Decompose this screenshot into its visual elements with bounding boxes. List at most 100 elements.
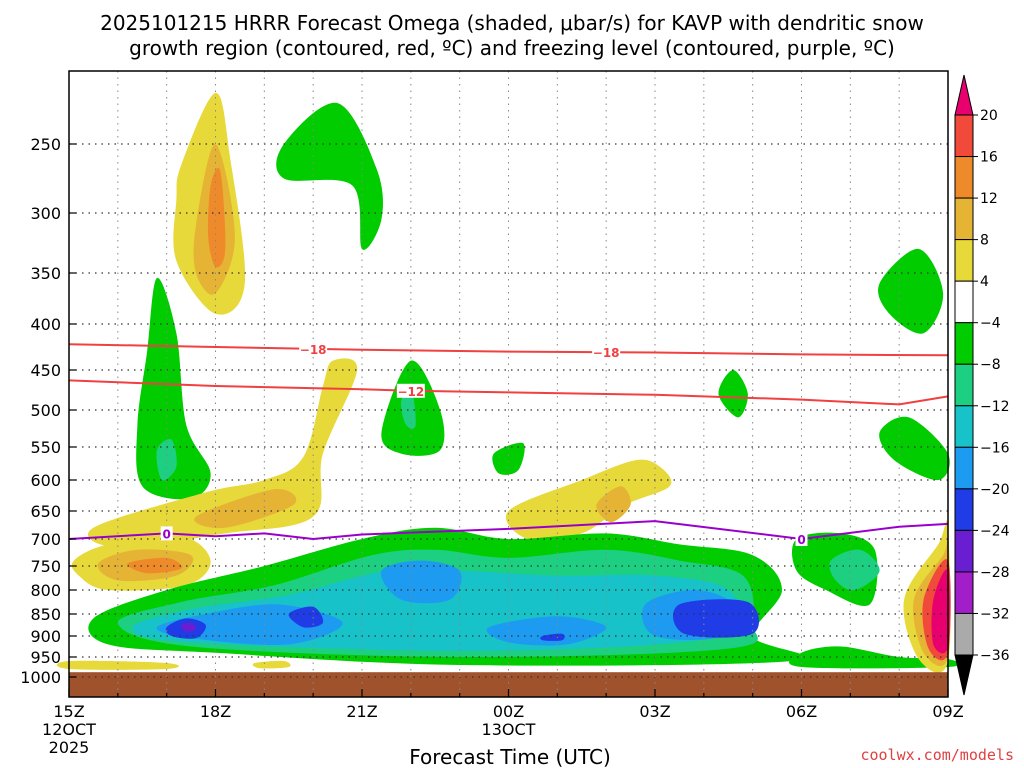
colorbar-tick-label: 16 xyxy=(980,150,998,166)
y-tick-label-700: 700 xyxy=(30,530,61,549)
colorbar-tick-label: −32 xyxy=(980,606,1010,622)
x-tick-label-21Z: 21Z xyxy=(346,702,377,721)
x-tick-label-18Z: 18Z xyxy=(200,702,231,721)
contour-freezing-level-0 xyxy=(68,520,949,541)
omega-region-right-green-upper xyxy=(878,248,944,334)
contour-label-dgz-minus18: −18 xyxy=(300,343,327,357)
omega-region-small-green-right xyxy=(718,370,748,418)
omega-region-lower-blue-mid xyxy=(288,606,324,628)
colorbar-tick-label: −28 xyxy=(980,565,1010,581)
colorbar-segment-3 xyxy=(954,197,974,241)
colorbar-segment-13 xyxy=(954,612,974,656)
colorbar-tick-label: 12 xyxy=(980,191,998,207)
omega-region-upper-green-blob xyxy=(276,102,384,250)
omega-region-right-lowlevel-green xyxy=(789,646,961,669)
colorbar-tick-label: −36 xyxy=(980,648,1010,664)
x-date-label: 13OCT xyxy=(482,720,536,739)
omega-region-right-teal-spot xyxy=(829,549,880,591)
contour-label-dgz-minus18: −18 xyxy=(593,346,620,360)
colorbar-tick-label: −24 xyxy=(980,523,1010,539)
omega-region-lower-purple-core xyxy=(181,622,197,632)
y-tick-label-350: 350 xyxy=(30,264,61,283)
contour-label-bg-dgz-minus12 xyxy=(396,383,425,398)
colorbar-segment-11 xyxy=(954,529,974,573)
y-tick-label-850: 850 xyxy=(30,605,61,624)
y-tick-label-950: 950 xyxy=(30,648,61,667)
colorbar-segment-10 xyxy=(954,488,974,531)
contour-label-bg-freezing-level-0 xyxy=(160,526,173,541)
contour-dgz-minus18 xyxy=(68,343,949,357)
colorbar-tick-label: 8 xyxy=(980,233,989,249)
y-tick-label-450: 450 xyxy=(30,361,61,380)
temperature-contours: −18 −18 −12 0 0 xyxy=(68,341,949,547)
y-tick-label-1000: 1000 xyxy=(20,668,61,687)
x-tick-label-03Z: 03Z xyxy=(639,702,670,721)
y-tick-label-500: 500 xyxy=(30,401,61,420)
x-tick-label-09Z: 09Z xyxy=(932,702,963,721)
y-tick-label-400: 400 xyxy=(30,315,61,334)
colorbar-segment-4 xyxy=(954,239,974,282)
x-tick-label-15Z: 15Z xyxy=(53,702,84,721)
colorbar-segment-9 xyxy=(954,446,974,490)
omega-region-lower-blue-tiny xyxy=(540,633,565,641)
contour-label-freezing-level-0: 0 xyxy=(162,527,170,541)
x-axis-label: Forecast Time (UTC) xyxy=(409,745,611,768)
site-credit: coolwx.com/models xyxy=(860,746,1014,764)
y-tick-label-300: 300 xyxy=(30,204,61,223)
contour-dgz-minus12 xyxy=(68,379,949,406)
x-date-label: 12OCT xyxy=(42,720,96,739)
contour-label-bg-dgz-minus18 xyxy=(592,345,621,360)
y-axis-pressure: 250 300 350 400 450 500 550 600 650 700 750 800 850 9… xyxy=(20,135,76,687)
omega-region-surface-yellow-spot xyxy=(252,660,291,669)
omega-region-lower-lightblue-center xyxy=(380,560,462,604)
y-tick-label-550: 550 xyxy=(30,438,61,457)
y-tick-label-250: 250 xyxy=(30,135,61,154)
omega-colorbar: 20 16 12 8 4 −4 −8 −12 −16 −20 −24 −28 −32 −36 xyxy=(954,74,1010,696)
contour-label-bg-dgz-minus18 xyxy=(299,341,328,356)
omega-region-mid-orange-patch xyxy=(194,489,297,529)
y-tick-label-750: 750 xyxy=(30,557,61,576)
chart-title-line1: 2025101215 HRRR Forecast Omega (shaded, … xyxy=(100,11,924,35)
omega-region-surface-yellow-strip xyxy=(56,660,179,670)
colorbar-tick-label: 4 xyxy=(980,274,989,290)
colorbar-bottom-arrow xyxy=(954,654,974,696)
colorbar-tick-label: −20 xyxy=(980,482,1010,498)
plot-area: −18 −18 −12 0 0 xyxy=(56,70,961,698)
y-tick-label-900: 900 xyxy=(30,627,61,646)
colorbar-segment-2 xyxy=(954,156,974,199)
chart-title-line2: growth region (contoured, red, ºC) and f… xyxy=(129,36,895,60)
omega-region-right-magenta-core xyxy=(931,569,950,654)
omega-region-mid-teal-spot xyxy=(156,438,177,481)
colorbar-segment-8 xyxy=(954,405,974,448)
colorbar-tick-label: 20 xyxy=(980,108,998,124)
x-date-label: 2025 xyxy=(49,738,90,757)
y-tick-label-800: 800 xyxy=(30,581,61,600)
colorbar-tick-label: −4 xyxy=(980,316,1001,332)
omega-region-center-orange-patch xyxy=(596,486,631,523)
contour-label-bg-freezing-level-0 xyxy=(795,532,808,546)
contour-label-dgz-minus12: −12 xyxy=(397,385,424,399)
colorbar-segment-5 xyxy=(954,280,974,324)
colorbar-segment-6 xyxy=(954,322,974,365)
colorbar-top-arrow xyxy=(954,74,974,116)
x-tick-label-06Z: 06Z xyxy=(786,702,817,721)
colorbar-segment-12 xyxy=(954,571,974,614)
colorbar-tick-label: −8 xyxy=(980,357,1001,373)
omega-region-mid-green-column xyxy=(136,277,211,500)
omega-region-center-yellow-area xyxy=(505,459,672,541)
omega-region-lower-lightblue-right xyxy=(486,616,607,646)
y-tick-label-650: 650 xyxy=(30,502,61,521)
y-tick-label-600: 600 xyxy=(30,471,61,490)
omega-region-upper-dark-orange-core xyxy=(207,167,226,268)
omega-region-right-green-mid xyxy=(879,416,950,481)
colorbar-segment-7 xyxy=(954,363,974,407)
contour-label-freezing-level-0: 0 xyxy=(797,533,805,547)
omega-region-lower-blue-right xyxy=(673,599,760,638)
x-tick-label-00Z: 00Z xyxy=(493,702,524,721)
omega-region-small-green-dot xyxy=(492,442,525,475)
colorbar-tick-label: −16 xyxy=(980,440,1010,456)
colorbar-segment-1 xyxy=(954,114,974,158)
colorbar-tick-label: −12 xyxy=(980,399,1010,415)
